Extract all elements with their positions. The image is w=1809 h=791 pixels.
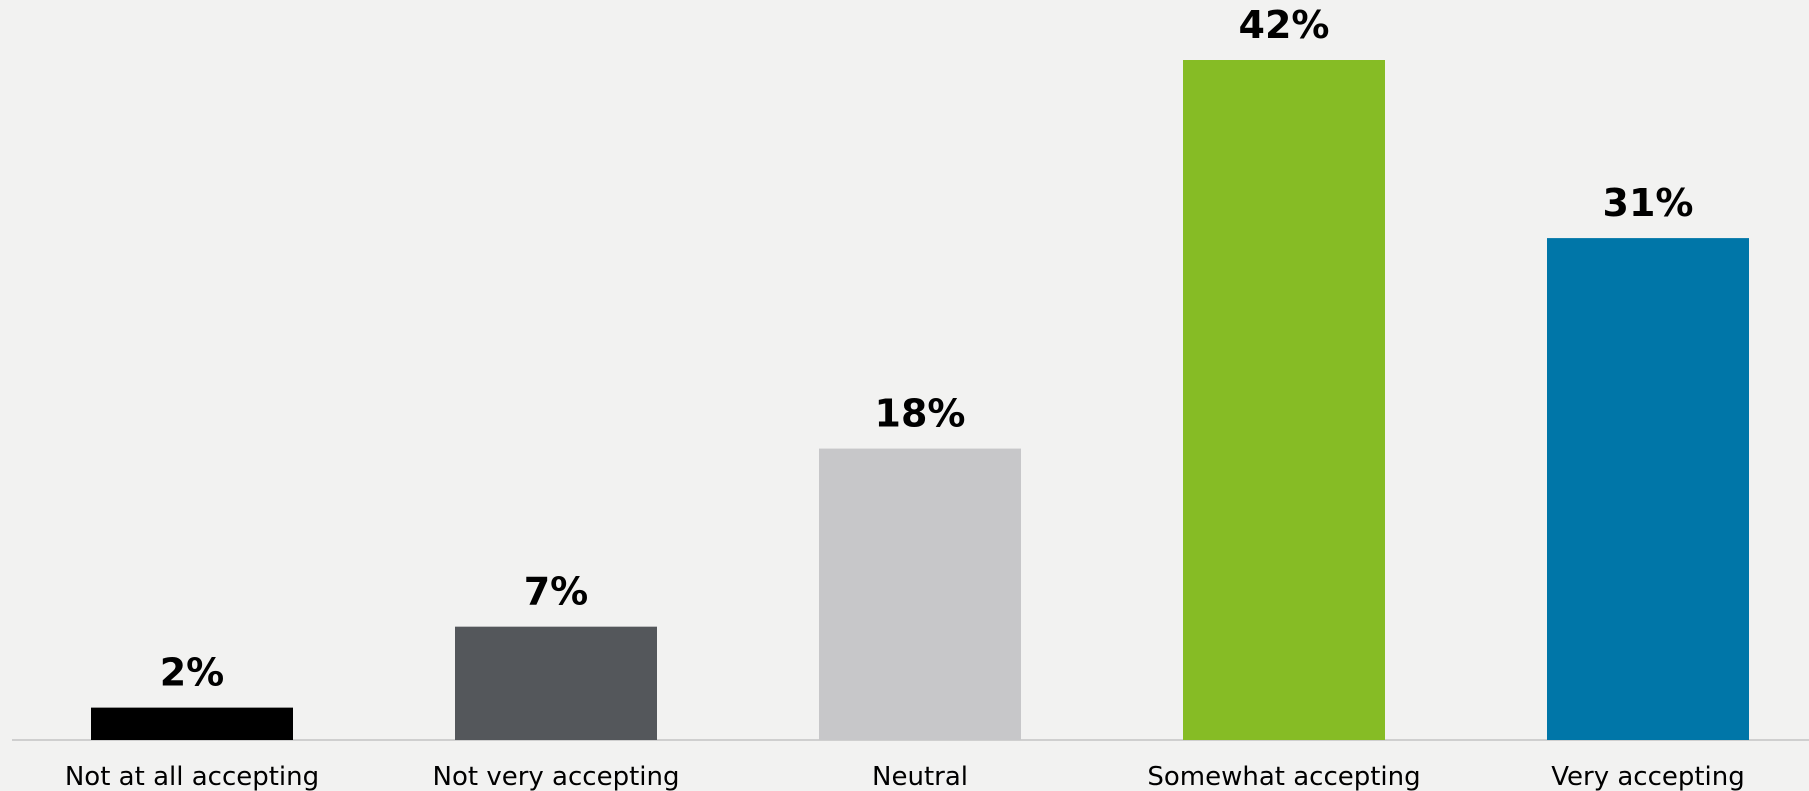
category-label-neutral: Neutral — [872, 762, 968, 791]
value-label-neutral: 18% — [875, 392, 966, 436]
category-label-somewhat-accepting: Somewhat accepting — [1147, 762, 1420, 791]
bar-neutral — [819, 448, 1021, 740]
category-label-very-accepting: Very accepting — [1551, 762, 1745, 791]
value-label-not-very-accepting: 7% — [524, 570, 589, 614]
category-label-not-very-accepting: Not very accepting — [433, 762, 680, 791]
category-labels-layer: Not at all accepting Not very accepting Ne… — [65, 762, 1745, 791]
value-label-not-at-all-accepting: 2% — [160, 651, 225, 695]
bars-layer — [91, 60, 1749, 740]
bar-somewhat-accepting — [1183, 60, 1385, 740]
value-label-very-accepting: 31% — [1603, 181, 1694, 225]
bar-not-at-all-accepting — [91, 707, 293, 740]
value-labels-layer: 2% 7% 18% 42% 31% — [160, 3, 1694, 695]
bar-very-accepting — [1547, 238, 1749, 740]
value-label-somewhat-accepting: 42% — [1239, 3, 1330, 47]
bar-not-very-accepting — [455, 626, 657, 740]
category-label-not-at-all-accepting: Not at all accepting — [65, 762, 319, 791]
